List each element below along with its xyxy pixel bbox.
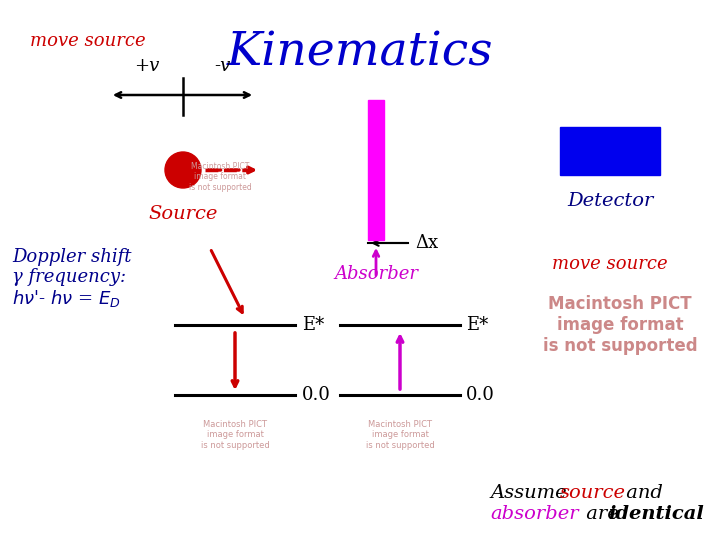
Text: Δx: Δx [415,234,438,252]
Text: -v: -v [214,57,230,75]
Text: Macintosh PICT
image format
is not supported: Macintosh PICT image format is not suppo… [201,420,269,450]
Text: Doppler shift: Doppler shift [12,248,132,266]
Text: Detector: Detector [567,192,653,210]
Text: Macintosh PICT
image format
is not supported: Macintosh PICT image format is not suppo… [543,295,697,355]
Bar [560,127,660,175]
Text: 0.0: 0.0 [302,386,331,404]
Text: move source: move source [30,32,145,50]
Text: identical: identical [608,505,703,523]
Text: γ frequency:: γ frequency: [12,268,126,286]
Text: Absorber: Absorber [334,265,418,283]
Text: Source: Source [148,205,217,223]
Text: Macintosh PICT
image format
is not supported: Macintosh PICT image format is not suppo… [366,420,434,450]
Text: Macintosh PICT
image format
is not supported: Macintosh PICT image format is not suppo… [189,162,251,192]
Text: $h\nu$'- $h\nu$ = $E_D$: $h\nu$'- $h\nu$ = $E_D$ [12,288,121,309]
Text: are: are [580,505,625,523]
Text: Assume: Assume [490,484,573,502]
Text: E*: E* [302,316,324,334]
Text: move source: move source [552,255,668,273]
Bar [368,100,384,240]
Text: E*: E* [466,316,488,334]
Circle shape [165,152,201,188]
Text: +v: +v [135,57,160,75]
Text: Kinematics: Kinematics [227,30,493,75]
Text: source: source [560,484,626,502]
Text: and: and [620,484,663,502]
Text: absorber: absorber [490,505,579,523]
Text: 0.0: 0.0 [466,386,495,404]
